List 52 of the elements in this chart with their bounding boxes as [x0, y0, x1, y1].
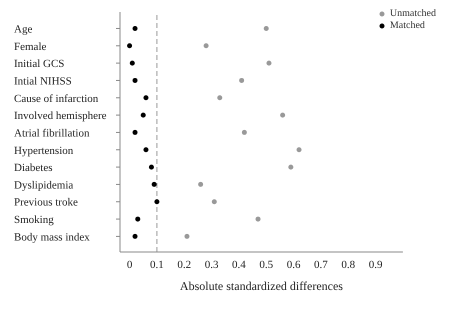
x-tick-label: 0.9: [368, 258, 383, 271]
legend-label: Matched: [390, 20, 425, 32]
point: [184, 234, 190, 239]
point: [217, 95, 222, 100]
y-tick-label: Initial GCS: [14, 58, 64, 70]
point: [132, 26, 138, 31]
y-tick-label: Atrial fibrillation: [14, 127, 90, 140]
point: [204, 43, 209, 48]
y-tick-label: Cause of infarction: [14, 92, 99, 105]
y-tick-label: Smoking: [14, 214, 54, 226]
point: [280, 112, 286, 118]
point: [127, 43, 132, 48]
point: [264, 26, 269, 31]
x-tick-label: 0.2: [177, 258, 192, 271]
x-tick-label: 0.1: [150, 258, 164, 271]
point: [132, 130, 138, 135]
point: [143, 147, 148, 152]
x-tick-label: 0.7: [314, 258, 328, 271]
point: [132, 78, 138, 83]
point: [148, 164, 154, 170]
point: [266, 60, 272, 66]
y-tick-label: Previous troke: [14, 196, 78, 209]
y-tick-label: Female: [14, 40, 46, 53]
point: [143, 95, 148, 100]
point: [154, 199, 160, 204]
legend-label: Unmatched: [390, 8, 436, 20]
point: [135, 216, 140, 222]
y-tick-label: Involved hemisphere: [14, 110, 107, 122]
y-tick-label: Body mass index: [14, 231, 90, 244]
x-tick-label: 0.6: [286, 258, 301, 271]
point: [132, 234, 138, 239]
point: [198, 182, 204, 187]
point: [296, 147, 302, 152]
y-tick-label: Dyslipidemia: [14, 179, 74, 192]
point: [152, 182, 157, 187]
point: [242, 130, 247, 135]
y-tick-label: Age: [14, 23, 32, 36]
point: [239, 78, 244, 83]
point: [130, 60, 135, 66]
point: [140, 112, 146, 118]
point: [288, 164, 294, 170]
point: [256, 216, 261, 222]
y-tick-label: Hypertension: [14, 144, 74, 157]
point: [212, 199, 217, 204]
x-tick-label: 0.4: [232, 258, 246, 271]
x-tick-label: 0.5: [259, 258, 274, 271]
x-tick-label: 0.3: [204, 258, 219, 271]
y-tick-label: Intial NIHSS: [14, 75, 72, 88]
x-tick-label: 0: [126, 258, 133, 271]
y-tick-label: Diabetes: [14, 162, 52, 174]
x-tick-label: 0.8: [341, 258, 356, 271]
x-axis-title: Absolute standardized differences: [180, 279, 344, 293]
